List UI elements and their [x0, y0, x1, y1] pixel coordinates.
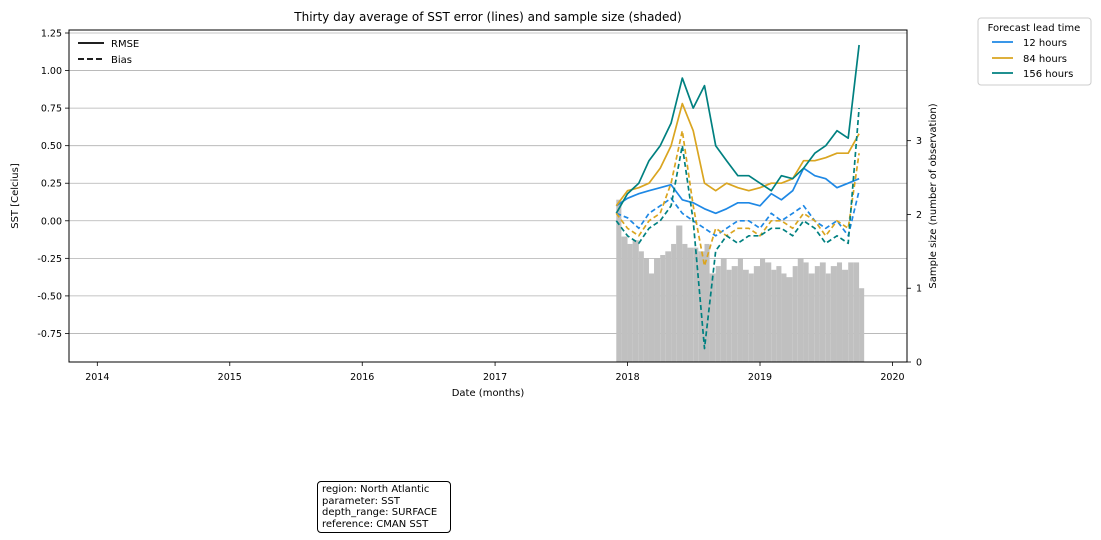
- x-tick-label: 2016: [350, 372, 374, 383]
- rmse-line-84-hours: [615, 102, 860, 207]
- metadata-reference: reference: CMAN SST: [322, 518, 429, 530]
- y2-tick-label: 0: [916, 358, 922, 369]
- sample-size-bar: [753, 266, 761, 362]
- sample-size-bar: [765, 262, 772, 362]
- sample-size-bar: [842, 269, 849, 362]
- sample-size-bar: [643, 258, 649, 362]
- y-tick-label: 1.25: [41, 29, 62, 40]
- legend-bias-label: Bias: [111, 55, 132, 66]
- sample-size-bar: [632, 240, 639, 362]
- metadata-depth-range: depth_range: SURFACE: [322, 507, 438, 518]
- rmse-line-156-hours: [615, 44, 860, 214]
- sample-size-bar: [781, 273, 787, 362]
- legend-rmse-label: RMSE: [111, 39, 139, 50]
- sample-size-bar: [682, 243, 688, 362]
- y-tick-label: -0.25: [37, 254, 62, 265]
- sample-size-bar: [836, 262, 843, 362]
- sample-size-bar: [848, 262, 854, 362]
- sample-size-bar: [819, 262, 826, 362]
- grid-lines: [69, 32, 907, 334]
- sample-size-bar: [638, 251, 644, 362]
- sample-size-bar: [676, 225, 683, 362]
- sample-size-bar: [737, 258, 743, 362]
- sample-size-bar: [786, 277, 793, 362]
- x-tick-label: 2014: [85, 372, 109, 383]
- x-tick-label: 2015: [218, 372, 242, 383]
- legend-156h-label: 156 hours: [1023, 69, 1073, 80]
- sample-size-bar: [859, 288, 865, 362]
- sample-size-bar: [665, 251, 672, 362]
- bias-line-156-hours: [615, 108, 860, 350]
- sample-size-bar: [616, 199, 622, 362]
- sample-size-bar: [814, 266, 820, 362]
- sample-size-bar: [825, 273, 831, 362]
- metadata-parameter: parameter: SST: [322, 495, 400, 507]
- sample-size-bar: [742, 269, 749, 362]
- sample-size-bar: [748, 273, 754, 362]
- sample-size-bar: [654, 258, 661, 362]
- sample-size-bar: [830, 266, 837, 362]
- sample-size-bar: [687, 247, 694, 362]
- sample-size-bar: [693, 247, 699, 362]
- chart-title: Thirty day average of SST error (lines) …: [293, 10, 681, 24]
- error-lines: [615, 44, 860, 350]
- sample-size-bar: [808, 273, 815, 362]
- x-tick-label: 2018: [615, 372, 639, 383]
- y-tick-label: 1.00: [41, 66, 62, 77]
- lead-time-legend: Forecast lead time 12 hours 84 hours 156…: [977, 17, 1092, 86]
- legend-12h-label: 12 hours: [1023, 38, 1067, 49]
- lead-legend-frame: [977, 17, 1092, 86]
- sample-size-bar: [726, 269, 732, 362]
- sample-size-bar: [720, 258, 727, 362]
- sample-size-bar: [627, 243, 633, 362]
- sample-size-bar: [660, 255, 666, 362]
- sample-size-bar: [704, 243, 710, 362]
- y2-axis-label: Sample size (number of observation): [928, 103, 939, 288]
- sample-size-bar: [760, 258, 766, 362]
- plot-frame: [68, 29, 908, 363]
- sample-size-bar: [853, 262, 860, 362]
- y-tick-label: -0.50: [37, 291, 62, 302]
- x-tick-label: 2017: [483, 372, 507, 383]
- metadata-box: region: North Atlantic parameter: SST de…: [317, 481, 451, 533]
- x-axis-label: Date (months): [452, 388, 525, 399]
- bias-line-84-hours: [615, 129, 860, 267]
- sample-size-bar: [797, 258, 804, 362]
- sample-size-bar: [803, 262, 809, 362]
- y-axis-label: SST [Celcius]: [10, 163, 21, 229]
- y-tick-label: 0.00: [41, 216, 62, 227]
- y2-tick-label: 1: [916, 284, 922, 295]
- sample-size-bar: [671, 243, 677, 362]
- y-tick-label: 0.75: [41, 104, 62, 115]
- y-tick-label: 0.50: [41, 141, 62, 152]
- sample-size-bars: [616, 199, 865, 362]
- metric-legend: RMSE Bias: [78, 39, 139, 66]
- y-tick-label: -0.75: [37, 329, 62, 340]
- sample-size-bar: [771, 269, 777, 362]
- sample-size-bar: [715, 266, 721, 362]
- legend-84h-label: 84 hours: [1023, 54, 1067, 65]
- x-axis-ticks: 2014 2015 2016 2017 2018 2019 2020: [85, 362, 905, 383]
- lead-legend-title: Forecast lead time: [988, 23, 1081, 34]
- sample-size-bar: [709, 273, 716, 362]
- x-tick-label: 2019: [748, 372, 772, 383]
- x-tick-label: 2020: [880, 372, 904, 383]
- rmse-line-12-hours: [615, 167, 860, 215]
- y2-axis-ticks: 0 1 2 3: [907, 136, 922, 369]
- sample-size-bar: [776, 266, 782, 362]
- sample-size-bar: [621, 236, 628, 362]
- y-axis-ticks: -0.75 -0.50 -0.25 0.00 0.25 0.50 0.75 1.00 1.25: [37, 29, 69, 340]
- sample-size-bar: [648, 273, 655, 362]
- sample-size-bar: [731, 266, 738, 362]
- sample-size-bar: [792, 266, 798, 362]
- y2-tick-label: 3: [916, 136, 922, 147]
- metadata-region: region: North Atlantic: [322, 484, 430, 495]
- y2-tick-label: 2: [916, 210, 922, 221]
- y-tick-label: 0.25: [41, 179, 62, 190]
